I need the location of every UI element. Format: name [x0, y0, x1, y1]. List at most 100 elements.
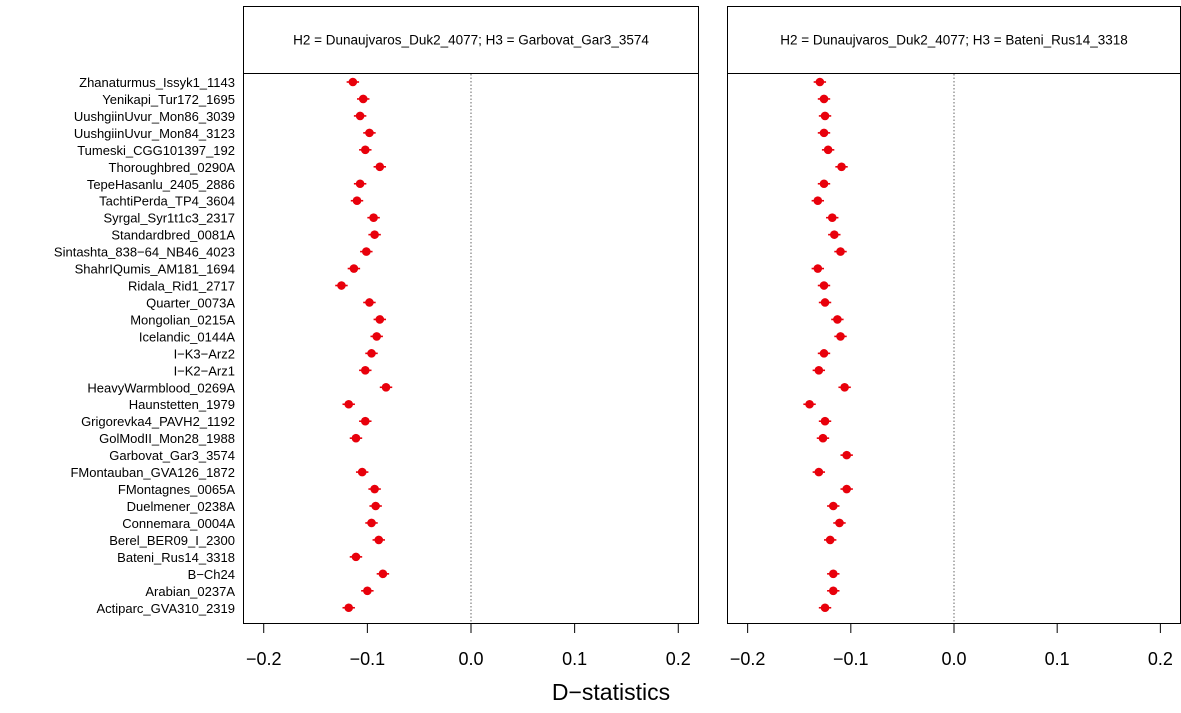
- data-point: [842, 484, 851, 494]
- data-point: [813, 264, 823, 273]
- data-point: [823, 145, 833, 155]
- data-point: [360, 366, 370, 375]
- data-point: [358, 94, 368, 104]
- data-point: [363, 586, 372, 596]
- data-point: [819, 281, 829, 290]
- data-point: [360, 416, 370, 426]
- data-point: [828, 569, 838, 579]
- data-point: [344, 399, 354, 409]
- data-point: [820, 416, 830, 426]
- x-tick-label: −0.1: [350, 649, 386, 669]
- data-point: [830, 230, 839, 239]
- data-point: [836, 332, 845, 341]
- category-label: ShahrIQumis_AM181_1694: [75, 262, 235, 277]
- data-point: [374, 535, 384, 545]
- data-point: [819, 179, 829, 189]
- category-label: FMontagnes_0065A: [118, 482, 235, 497]
- data-point: [367, 349, 376, 358]
- category-label: B−Ch24: [188, 567, 235, 582]
- category-label: Arabian_0237A: [145, 584, 235, 599]
- data-point: [370, 484, 379, 494]
- data-point: [815, 77, 825, 87]
- data-point: [371, 501, 380, 511]
- category-label: TepeHasanlu_2405_2886: [87, 177, 235, 192]
- data-point: [357, 467, 367, 477]
- category-label: Mongolian_0215A: [130, 312, 235, 327]
- data-point: [370, 230, 379, 239]
- data-point: [818, 433, 828, 443]
- data-point: [369, 213, 378, 222]
- data-point: [813, 196, 823, 206]
- x-tick-label: 0.2: [1148, 649, 1173, 669]
- data-point: [820, 298, 830, 307]
- category-label: Actiparc_GVA310_2319: [96, 601, 235, 616]
- category-label: UushgiinUvur_Mon86_3039: [74, 109, 235, 124]
- data-point: [365, 298, 374, 307]
- data-point: [819, 128, 829, 138]
- category-label: Zhanaturmus_Issyk1_1143: [79, 75, 235, 90]
- data-point: [352, 196, 362, 206]
- category-label: Bateni_Rus14_3318: [117, 550, 235, 565]
- panel-header: [727, 6, 1181, 74]
- category-label: Garbovat_Gar3_3574: [109, 448, 235, 463]
- data-point: [381, 382, 391, 392]
- category-label: I−K2−Arz1: [174, 363, 235, 378]
- data-point: [828, 586, 838, 596]
- data-point: [349, 264, 359, 273]
- data-point: [348, 77, 358, 87]
- category-label: Haunstetten_1979: [129, 397, 235, 412]
- data-point: [833, 315, 842, 324]
- data-point: [375, 315, 385, 324]
- category-label: Tumeski_CGG101397_192: [77, 143, 235, 158]
- x-tick-label: −0.2: [246, 649, 282, 669]
- category-label: I−K3−Arz2: [174, 346, 235, 361]
- data-point: [351, 433, 361, 443]
- x-tick-label: 0.1: [1045, 649, 1070, 669]
- data-point: [828, 501, 838, 511]
- data-point: [360, 145, 370, 155]
- data-point: [835, 518, 844, 528]
- category-label: TachtiPerda_TP4_3604: [99, 194, 235, 209]
- x-tick-label: 0.2: [666, 649, 691, 669]
- category-label: Duelmener_0238A: [127, 499, 236, 514]
- data-point: [836, 247, 845, 256]
- data-point: [378, 569, 388, 579]
- x-tick-label: −0.2: [730, 649, 766, 669]
- data-point: [820, 111, 830, 121]
- data-point: [372, 332, 381, 341]
- data-point: [351, 552, 361, 562]
- panel-left: H2 = Dunaujvaros_Duk2_4077; H3 = Garbova…: [243, 6, 699, 669]
- data-point: [814, 366, 824, 375]
- category-label: Quarter_0073A: [146, 295, 235, 310]
- data-point: [827, 213, 837, 222]
- category-label: GolModII_Mon28_1988: [99, 431, 235, 446]
- x-tick-label: 0.1: [562, 649, 587, 669]
- data-point: [337, 281, 346, 290]
- category-label: Ridala_Rid1_2717: [128, 279, 235, 294]
- category-label: Grigorevka4_PAVH2_1192: [81, 414, 235, 429]
- data-point: [825, 535, 835, 545]
- data-point: [840, 382, 849, 392]
- x-tick-label: 0.0: [458, 649, 483, 669]
- category-label: Standardbred_0081A: [111, 228, 235, 243]
- category-label: HeavyWarmblood_0269A: [87, 380, 235, 395]
- data-point: [819, 94, 829, 104]
- category-label: Icelandic_0144A: [139, 329, 235, 344]
- category-label: FMontauban_GVA126_1872: [70, 465, 235, 480]
- data-point: [837, 162, 846, 172]
- panel-title: H2 = Dunaujvaros_Duk2_4077; H3 = Bateni_…: [780, 33, 1128, 48]
- category-label: Yenikapi_Tur172_1695: [102, 92, 235, 107]
- data-point: [375, 162, 385, 172]
- data-point: [365, 128, 374, 138]
- data-point: [355, 179, 365, 189]
- category-label: Sintashta_838−64_NB46_4023: [54, 245, 235, 260]
- data-point: [805, 399, 814, 409]
- category-label: Syrgal_Syr1t1c3_2317: [103, 211, 235, 226]
- panel-header: [243, 6, 699, 74]
- panel-title: H2 = Dunaujvaros_Duk2_4077; H3 = Garbova…: [293, 33, 649, 48]
- x-axis-label: D−statistics: [552, 679, 670, 705]
- category-label: Connemara_0004A: [122, 516, 235, 531]
- data-point: [355, 111, 365, 121]
- x-tick-label: 0.0: [941, 649, 966, 669]
